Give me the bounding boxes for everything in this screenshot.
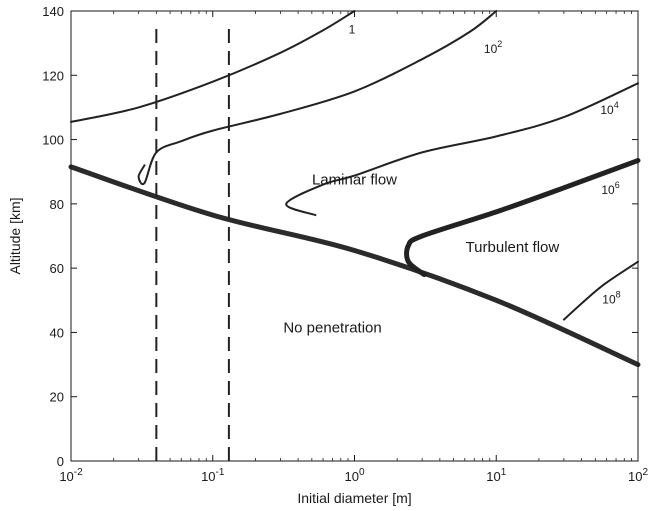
y-tick-label: 100 (42, 133, 64, 148)
contour-value-label: 104 (600, 100, 618, 117)
y-axis-label: Altitude [km] (7, 197, 23, 274)
x-tick-label: 10-1 (201, 467, 225, 484)
contour-line (404, 158, 641, 278)
contour-value-label: 102 (484, 39, 502, 56)
penetration-boundary-line (68, 164, 641, 368)
x-tick-label: 10-2 (59, 467, 83, 484)
region-annotation: Laminar flow (312, 172, 397, 189)
y-tick-label: 40 (50, 325, 64, 340)
tick-layer (70, 10, 639, 462)
y-tick-label: 60 (50, 261, 64, 276)
contour-line (285, 82, 639, 217)
contour-line (562, 260, 639, 321)
y-tick-label: 140 (42, 4, 64, 19)
y-tick-label: 120 (42, 68, 64, 83)
x-tick-label: 102 (628, 467, 648, 484)
y-tick-label: 80 (50, 197, 64, 212)
region-annotation: No penetration (283, 319, 381, 336)
contour-value-label: 106 (601, 180, 619, 197)
x-tick-label: 100 (344, 467, 364, 484)
region-annotation: Turbulent flow (466, 239, 560, 256)
contour-line (70, 10, 356, 123)
label-layer: 10-2 10-1 100 101 102 0 20 40 60 80 100 120 140 1 102 1… (42, 4, 648, 484)
contour-line (137, 10, 498, 186)
y-tick-label: 0 (57, 454, 64, 469)
x-tick-label: 101 (486, 467, 506, 484)
x-axis-label: Initial diameter [m] (297, 490, 411, 506)
y-tick-label: 20 (50, 390, 64, 405)
contour-value-label: 108 (602, 290, 620, 307)
curve-layer (68, 10, 641, 461)
contour-value-label: 1 (349, 23, 356, 37)
